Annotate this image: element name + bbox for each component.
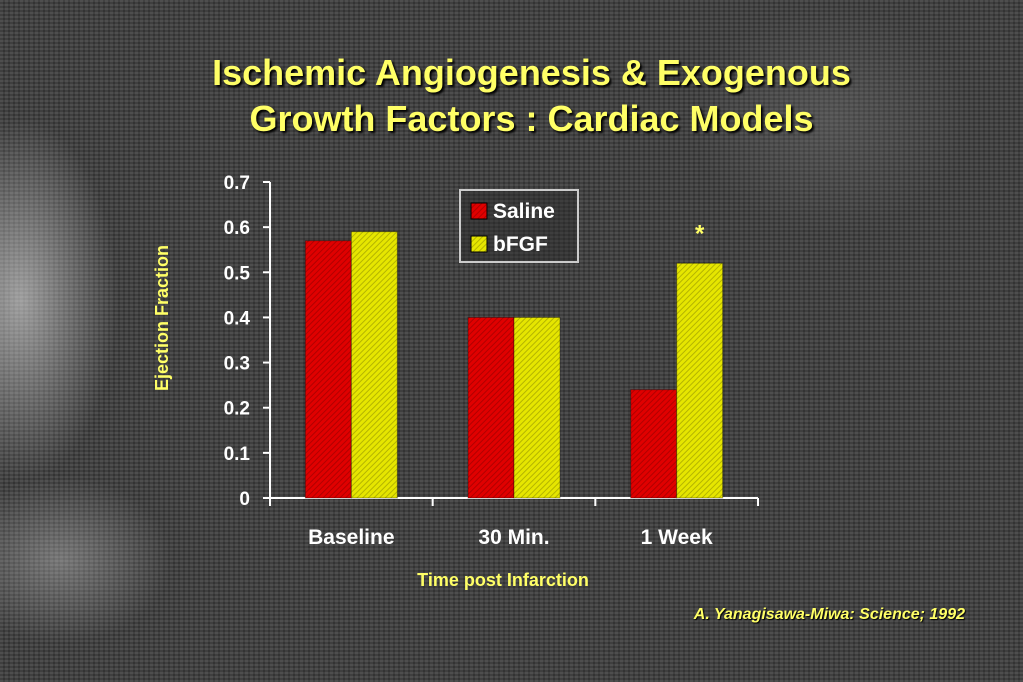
legend-swatch-bfgf — [470, 235, 488, 253]
bar-saline-1 — [467, 316, 515, 499]
title-line-2: Growth Factors : Cardiac Models — [249, 98, 814, 139]
x-tick-label: Baseline — [308, 526, 394, 549]
title-line-1: Ischemic Angiogenesis & Exogenous — [212, 52, 851, 93]
x-axis-title: Time post Infarction — [417, 570, 589, 590]
y-tick-label: 0.2 — [224, 399, 250, 420]
y-tick-label: 0.7 — [224, 173, 250, 194]
y-tick-label: 0.6 — [224, 218, 250, 239]
x-tick-label: 1 Week — [641, 526, 713, 549]
citation: A. Yanagisawa-Miwa: Science; 1992 — [693, 606, 965, 623]
y-tick-label: 0.1 — [224, 444, 251, 465]
y-axis-title: Ejection Fraction — [152, 245, 172, 391]
bar-bfgf-1 — [513, 316, 561, 499]
legend-label-saline: Saline — [493, 200, 555, 223]
legend-swatch-saline — [470, 202, 488, 220]
bar-bfgf-0 — [350, 231, 398, 499]
bar-saline-0 — [304, 240, 352, 499]
legend-label-bfgf: bFGF — [493, 233, 548, 256]
bar-bfgf-2 — [676, 262, 724, 499]
significance-marker: * — [695, 220, 705, 247]
y-tick-label: 0.4 — [224, 308, 251, 329]
y-tick-label: 0.3 — [224, 354, 250, 375]
bar-saline-2 — [630, 389, 678, 499]
legend: Saline bFGF — [459, 189, 579, 263]
y-tick-label: 0 — [239, 489, 250, 510]
plot-area: 0 0.1 0.2 0.3 0.4 0.5 0.6 0.7 Baseline 30 Min. 1 W… — [224, 173, 759, 549]
slide-title: Ischemic Angiogenesis & Exogenous Growth… — [0, 50, 1023, 142]
y-tick-label: 0.5 — [224, 263, 251, 284]
x-tick-label: 30 Min. — [478, 526, 549, 549]
